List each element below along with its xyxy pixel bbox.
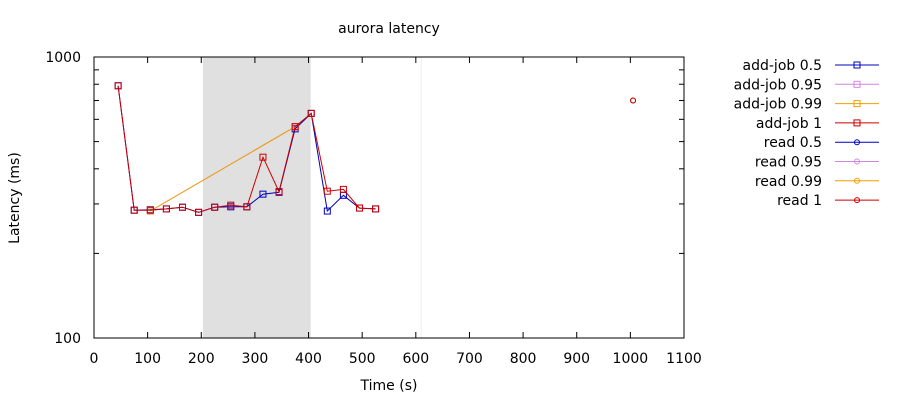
x-tick-label: 300 — [242, 351, 269, 367]
y-axis-title: Latency (ms) — [7, 152, 23, 244]
legend-label: add-job 0.99 — [734, 97, 822, 113]
data-point — [630, 97, 637, 104]
data-point — [179, 203, 186, 211]
x-tick-label: 400 — [295, 351, 322, 367]
data-point — [146, 206, 154, 214]
data-point — [243, 203, 251, 211]
legend: add-job 0.5 add-job 0.95 add-job 0.99 add-j… — [734, 58, 879, 209]
series-7 — [630, 97, 637, 104]
data-point — [259, 153, 267, 161]
data-point — [195, 208, 203, 216]
legend-label: read 0.5 — [764, 135, 822, 151]
data-point — [307, 109, 315, 117]
series-3 — [114, 82, 380, 216]
legend-label: read 0.95 — [755, 155, 822, 171]
data-point — [339, 185, 347, 193]
legend-marker — [854, 158, 860, 165]
x-tick-label: 600 — [402, 351, 429, 367]
data-point — [372, 205, 380, 213]
legend-label: read 1 — [777, 193, 822, 209]
x-tick-label: 100 — [134, 351, 161, 367]
y-tick-label: 100 — [54, 331, 81, 347]
data-point — [162, 205, 170, 213]
y-tick-label: 1000 — [45, 50, 81, 66]
data-point — [323, 207, 331, 215]
data-point — [356, 204, 363, 212]
data-point — [323, 187, 331, 195]
legend-label: add-job 1 — [756, 116, 822, 132]
data-point — [130, 206, 138, 214]
data-point — [291, 123, 299, 131]
shaded-region-0 — [202, 57, 311, 338]
legend-marker — [853, 80, 861, 88]
chart-title: aurora latency — [338, 21, 440, 37]
x-axis-title: Time (s) — [360, 378, 418, 394]
x-tick-label: 700 — [456, 351, 483, 367]
data-point — [275, 188, 283, 196]
x-tick-label: 500 — [349, 351, 376, 367]
data-point — [227, 201, 235, 209]
series-line — [117, 85, 376, 213]
x-tick-label: 1100 — [666, 351, 702, 367]
x-tick-label: 1000 — [613, 351, 649, 367]
x-tick-label: 800 — [510, 351, 537, 367]
plot-area: 0 100 200 300 400 500 600 700 800 900 1000 1100 100 1… — [45, 50, 701, 367]
legend-label: add-job 0.5 — [743, 58, 822, 74]
x-tick-label: 200 — [188, 351, 215, 367]
legend-label: add-job 0.95 — [734, 77, 822, 93]
data-point — [211, 203, 219, 211]
legend-marker — [853, 100, 861, 108]
legend-marker — [853, 119, 861, 127]
data-point — [259, 190, 267, 198]
legend-label: read 0.99 — [755, 174, 822, 190]
data-point — [114, 82, 122, 90]
legend-marker — [853, 61, 861, 69]
x-tick-label: 900 — [563, 351, 590, 367]
plot-frame — [93, 56, 685, 339]
legend-marker — [854, 139, 860, 146]
legend-marker — [854, 177, 860, 184]
series-line — [150, 126, 296, 212]
legend-marker — [854, 197, 860, 204]
x-tick-label: 0 — [90, 351, 99, 367]
